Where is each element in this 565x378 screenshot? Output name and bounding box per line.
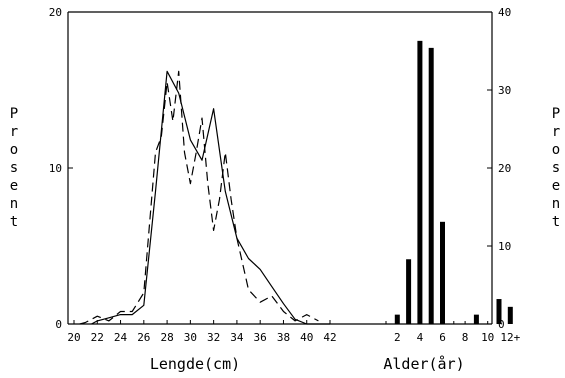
- y-title-letter: o: [552, 142, 560, 158]
- length-x-tick-label: 42: [323, 331, 336, 344]
- length-x-tick-label: 38: [277, 331, 290, 344]
- left-y-tick-label: 20: [49, 6, 62, 19]
- age-x-tick-label: 4: [417, 331, 424, 344]
- age-x-tick-label: 2: [394, 331, 401, 344]
- y-title-letter: n: [10, 196, 18, 212]
- length-distribution-lines: [79, 70, 330, 325]
- age-bar: [496, 299, 502, 324]
- y-title-letter: r: [552, 124, 560, 140]
- age-bar: [507, 306, 513, 324]
- y-title-letter: s: [552, 160, 560, 176]
- right-y-tick-label: 20: [498, 162, 511, 175]
- age-distribution-bars: [394, 40, 513, 325]
- length-series-solid: [91, 70, 330, 325]
- length-series-dashed: [79, 70, 319, 325]
- right-y-tick-label: 30: [498, 84, 511, 97]
- right-y-tick-label: 10: [498, 240, 511, 253]
- length-x-tick-label: 34: [230, 331, 244, 344]
- length-x-tick-label: 28: [160, 331, 173, 344]
- y-title-letter: e: [552, 178, 560, 194]
- age-x-tick-label: 10: [481, 331, 494, 344]
- y-title-letter: o: [10, 142, 18, 158]
- x-axis-title-length: Lengde(cm): [150, 355, 240, 373]
- y-title-letter: r: [10, 124, 18, 140]
- age-x-tick-label: 6: [439, 331, 446, 344]
- plot-frame: [67, 11, 493, 325]
- y-title-letter: n: [552, 196, 560, 212]
- length-x-tick-label: 32: [207, 331, 220, 344]
- age-bar: [428, 47, 434, 324]
- length-x-tick-label: 26: [137, 331, 150, 344]
- age-bar: [406, 259, 412, 324]
- age-x-tick-label: 8: [462, 331, 469, 344]
- length-x-tick-label: 24: [114, 331, 128, 344]
- left-y-tick-label: 10: [49, 162, 62, 175]
- length-x-tick-label: 40: [300, 331, 313, 344]
- length-x-tick-label: 20: [67, 331, 80, 344]
- age-bar: [473, 314, 479, 324]
- y-title-letter: e: [10, 178, 18, 194]
- right-y-tick-label: 40: [498, 6, 511, 19]
- y-title-letter: t: [10, 214, 18, 230]
- age-bar: [394, 314, 400, 324]
- y-title-letter: P: [552, 106, 560, 122]
- right-y-tick-label: 0: [498, 318, 505, 331]
- age-bar: [417, 40, 423, 325]
- y-title-letter: t: [552, 214, 560, 230]
- length-x-tick-label: 30: [184, 331, 197, 344]
- length-x-tick-label: 22: [91, 331, 104, 344]
- x-axis-title-age: Alder(år): [383, 355, 464, 373]
- y-title-letter: s: [10, 160, 18, 176]
- age-x-tick-label: 12+: [500, 331, 520, 344]
- y-title-letter: P: [10, 106, 18, 122]
- age-bar: [440, 221, 445, 324]
- length-x-tick-label: 36: [254, 331, 267, 344]
- left-y-tick-label: 0: [55, 318, 62, 331]
